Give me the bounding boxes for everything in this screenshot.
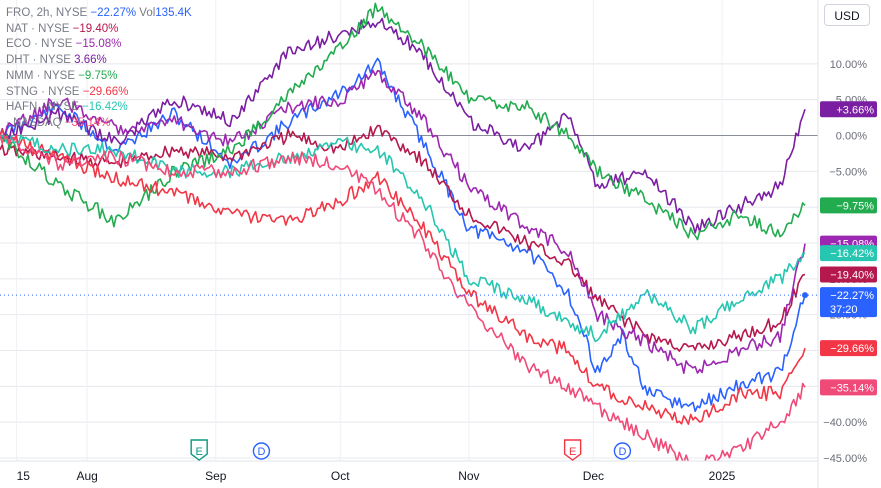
legend-change: −19.40%	[72, 22, 119, 35]
series-line-series-8	[0, 135, 806, 461]
x-tick-label: Oct	[331, 469, 350, 483]
marker-label: E	[569, 446, 576, 458]
price-label-box	[820, 245, 877, 262]
earnings-marker[interactable]: E	[190, 439, 208, 461]
x-tick-label: Dec	[583, 469, 604, 483]
legend-row[interactable]: · NASDAQ −35.14%	[6, 116, 192, 132]
legend-row[interactable]: HAFN · NYSE −16.42%	[6, 100, 192, 116]
legend-symbol: · NASDAQ	[6, 116, 65, 129]
legend-change: −29.66%	[82, 85, 129, 98]
series-line-hafn	[0, 134, 806, 343]
legend-change: 3.66%	[74, 54, 107, 67]
price-label: +3.66%	[836, 104, 874, 116]
price-label-box	[820, 266, 877, 283]
y-tick-label: −5.00%	[829, 166, 867, 178]
legend-symbol: FRO, 2h, NYSE	[6, 7, 91, 19]
marker-shape	[563, 439, 582, 461]
price-label: −9.75%	[836, 200, 874, 212]
legend-row[interactable]: NMM · NYSE −9.75%	[6, 69, 192, 85]
y-tick-label: 0.00%	[836, 131, 867, 143]
price-label: −16.42%	[830, 248, 874, 260]
legend-row[interactable]: ECO · NYSE −15.08%	[6, 37, 192, 53]
x-tick-label: 2025	[709, 469, 736, 483]
x-tick-label: Nov	[458, 469, 479, 483]
price-label: −22.27%	[830, 290, 874, 302]
legend-change: −16.42%	[82, 101, 128, 114]
price-label-box	[820, 287, 877, 318]
marker-shape	[613, 442, 632, 460]
legend-change: −35.14%	[64, 116, 111, 129]
legend-volume-label: Vol	[136, 7, 156, 19]
price-label-countdown: 37:20	[830, 304, 858, 316]
marker-label: D	[257, 446, 265, 458]
legend-volume: 135.4K	[155, 7, 192, 19]
y-tick-label: 10.00%	[830, 59, 868, 71]
legend-change: −22.27%	[90, 7, 137, 19]
price-label: −19.40%	[830, 270, 874, 282]
legend-row[interactable]: DHT · NYSE 3.66%	[6, 53, 192, 69]
marker-shape	[190, 439, 208, 461]
legend-row[interactable]: FRO, 2h, NYSE −22.27% Vol135.4K	[6, 6, 192, 22]
legend-row[interactable]: NAT · NYSE −19.40%	[6, 22, 192, 38]
legend-symbol: NMM · NYSE	[6, 69, 79, 82]
price-label-box	[820, 101, 877, 118]
price-label: −29.66%	[830, 343, 874, 355]
marker-label: D	[618, 446, 626, 458]
price-label-box	[820, 379, 877, 396]
legend-row[interactable]: STNG · NYSE −29.66%	[6, 85, 192, 101]
x-tick-label: Sep	[205, 469, 227, 483]
legend: FRO, 2h, NYSE −22.27% Vol135.4K NAT · NYS…	[6, 6, 192, 132]
price-label-box	[820, 197, 877, 214]
price-label-box	[820, 340, 877, 357]
dividend-marker[interactable]: D	[613, 442, 632, 460]
y-tick-label: −40.00%	[823, 417, 867, 429]
dividend-marker[interactable]: D	[252, 442, 271, 460]
marker-label: E	[196, 446, 203, 458]
x-tick-label: 15	[17, 469, 31, 483]
series-line-dht	[0, 17, 806, 234]
legend-symbol: NAT · NYSE	[6, 22, 73, 35]
earnings-marker[interactable]: E	[563, 439, 582, 461]
legend-symbol: ECO · NYSE	[6, 38, 76, 51]
legend-symbol: STNG · NYSE	[6, 85, 83, 98]
price-label: −35.14%	[830, 382, 874, 394]
series-line-nmm	[0, 2, 806, 241]
currency-button[interactable]: USD	[824, 4, 870, 26]
current-price-dot	[802, 292, 808, 299]
legend-symbol: HAFN · NYSE	[6, 101, 83, 114]
legend-symbol: DHT · NYSE	[6, 54, 75, 67]
y-tick-label: −45.00%	[823, 453, 867, 465]
marker-shape	[252, 442, 271, 460]
series-line-fro	[0, 57, 806, 413]
x-tick-label: Aug	[76, 469, 97, 483]
legend-change: −9.75%	[78, 69, 118, 82]
legend-change: −15.08%	[75, 38, 122, 51]
series-line-stng	[0, 128, 806, 425]
